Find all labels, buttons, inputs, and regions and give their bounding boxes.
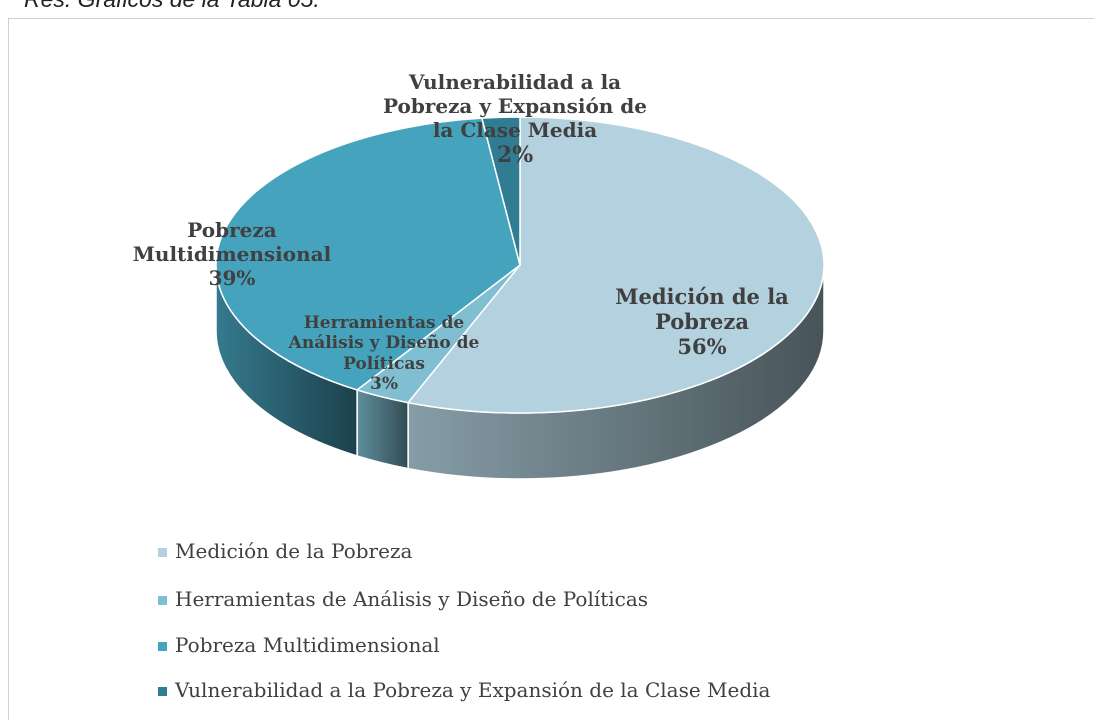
legend-label: Medición de la Pobreza <box>175 539 413 563</box>
caption: Res. Gráficos de la Tabla 05. <box>24 0 320 13</box>
data-label: Pobreza Multidimensional 39% <box>132 218 332 290</box>
legend-swatch <box>158 596 167 605</box>
legend-swatch <box>158 642 167 651</box>
slice <box>215 117 521 391</box>
data-label-value: 2% <box>496 142 534 168</box>
legend-label: Pobreza Multidimensional <box>175 633 440 657</box>
slice <box>406 116 825 414</box>
data-label: Vulnerabilidad a la Pobreza y Expansión … <box>375 70 655 168</box>
data-label-value: 39% <box>208 266 256 290</box>
data-label-value: 56% <box>677 334 727 360</box>
data-label-category: Medición de la Pobreza <box>615 284 789 335</box>
data-label-category: Herramientas de Análisis y Diseño de Pol… <box>288 313 480 374</box>
data-label-value: 3% <box>370 374 398 395</box>
legend-label: Herramientas de Análisis y Diseño de Pol… <box>175 587 649 611</box>
legend-swatch <box>158 548 167 557</box>
data-label-category: Vulnerabilidad a la Pobreza y Expansión … <box>382 70 647 142</box>
data-label: Herramientas de Análisis y Diseño de Pol… <box>279 313 489 395</box>
legend-label: Vulnerabilidad a la Pobreza y Expansión … <box>175 678 771 702</box>
chart-frame <box>8 18 1094 720</box>
legend-swatch <box>158 687 167 696</box>
data-label-category: Pobreza Multidimensional <box>132 218 332 266</box>
data-label: Medición de la Pobreza 56% <box>612 284 792 360</box>
slice <box>480 116 521 266</box>
